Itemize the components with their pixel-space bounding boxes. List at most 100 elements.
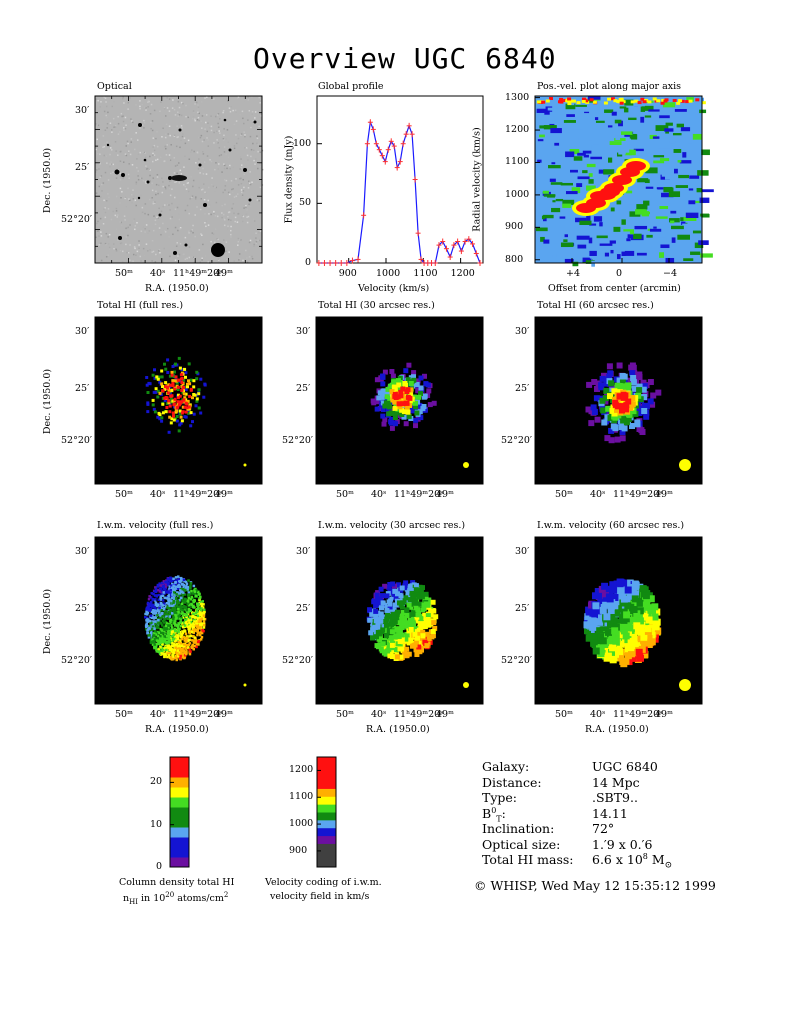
pv-noise <box>609 240 616 244</box>
sky-noise <box>246 209 248 211</box>
velocity-pixel <box>195 611 198 615</box>
velocity-pixel <box>169 576 172 579</box>
sky-noise <box>245 249 247 252</box>
velocity-pixel <box>417 633 423 639</box>
velocity-pixel <box>161 650 164 654</box>
hi-pixel <box>160 369 164 373</box>
velocity-pixel <box>167 654 171 657</box>
hi-pixel <box>172 414 175 418</box>
sky-noise <box>187 116 190 119</box>
velocity-pixel <box>152 612 155 615</box>
velocity-pixel <box>624 652 632 660</box>
sky-noise <box>117 214 119 216</box>
velocity-pixel <box>375 597 381 603</box>
colorbar-segment <box>170 787 189 798</box>
velocity-pixel <box>373 613 379 619</box>
velocity-pixel <box>148 629 151 632</box>
velocity-pixel <box>601 582 609 590</box>
velocity-pixel <box>175 605 179 608</box>
velocity-pixel <box>177 582 181 586</box>
sky-noise <box>214 228 217 230</box>
velocity-pixel <box>187 625 190 628</box>
sky-noise <box>128 163 130 165</box>
hi-pixel <box>178 423 182 427</box>
velocity-pixel <box>182 649 185 652</box>
velocity-pixel <box>184 580 188 584</box>
velocity-pixel <box>146 620 150 623</box>
sky-noise <box>131 164 134 166</box>
sky-noise <box>162 185 164 188</box>
sky-noise <box>202 167 204 170</box>
velocity-pixel <box>156 622 160 625</box>
velocity-pixel <box>168 652 172 655</box>
sky-noise <box>129 244 131 246</box>
sky-noise <box>168 154 171 156</box>
velocity-pixel <box>389 629 395 635</box>
pv-noise <box>563 239 568 243</box>
colorbar-segment <box>317 804 336 813</box>
info-value: UGC 6840 <box>592 759 658 774</box>
sky-noise <box>127 151 130 153</box>
velocity-pixel <box>188 652 192 656</box>
pv-edge <box>652 97 657 101</box>
hi-pixel <box>385 386 391 392</box>
sky-noise <box>186 173 188 176</box>
velocity-pixel <box>160 606 163 609</box>
pv-edge <box>613 99 618 103</box>
sky-noise <box>115 207 118 210</box>
sky-noise <box>223 163 225 165</box>
pv-noise <box>672 133 682 136</box>
sky-noise <box>238 238 241 241</box>
sky-noise <box>117 154 119 156</box>
hi-pixel <box>382 369 388 375</box>
pv-noise <box>658 142 672 149</box>
velocity-pixel <box>176 647 179 651</box>
hi-pixel <box>175 381 179 385</box>
velocity-pixel <box>597 650 605 658</box>
info-value: 72° <box>592 821 615 836</box>
velocity-pixel <box>413 639 419 645</box>
sky-noise <box>256 199 259 201</box>
velocity-pixel <box>159 642 162 646</box>
pv-edge <box>567 97 572 101</box>
velocity-pixel <box>170 596 174 600</box>
velocity-pixel <box>633 610 641 618</box>
velocity-pixel <box>158 601 162 605</box>
sky-noise <box>100 231 102 233</box>
sky-noise <box>181 244 183 247</box>
velocity-pixel <box>167 600 170 603</box>
velocity-pixel <box>165 622 169 625</box>
velocity-pixel <box>168 641 171 644</box>
velocity-pixel <box>179 589 182 592</box>
velocity-pixel <box>161 599 165 602</box>
velocity-pixel <box>606 587 614 595</box>
velocity-pixel <box>185 640 188 643</box>
velocity-pixel <box>176 645 179 648</box>
hi-pixel <box>607 370 614 377</box>
velocity-pixel <box>396 582 401 588</box>
sky-noise <box>205 173 208 175</box>
sky-noise <box>199 261 202 264</box>
sky-noise <box>96 152 99 155</box>
velocity-pixel <box>196 625 199 628</box>
pv-noise <box>579 220 592 226</box>
sky-noise <box>129 199 131 202</box>
velocity-pixel <box>154 616 157 619</box>
sky-noise <box>183 228 185 231</box>
sky-noise <box>125 227 128 229</box>
velocity-pixel <box>153 645 156 649</box>
velocity-pixel <box>173 645 176 648</box>
pv-noise <box>671 225 684 230</box>
pv-noise <box>555 198 564 202</box>
velocity-pixel <box>187 603 191 607</box>
sky-noise <box>143 122 146 124</box>
sky-noise <box>154 219 157 222</box>
sky-noise <box>169 134 171 137</box>
velocity-pixel <box>164 620 168 624</box>
velocity-pixel <box>193 644 196 648</box>
pv-noise <box>610 249 614 254</box>
velocity-pixel <box>167 595 170 598</box>
velocity-pixel <box>182 626 185 629</box>
sky-noise <box>121 176 123 179</box>
dec-tick-label: 52°20′ <box>61 435 93 446</box>
